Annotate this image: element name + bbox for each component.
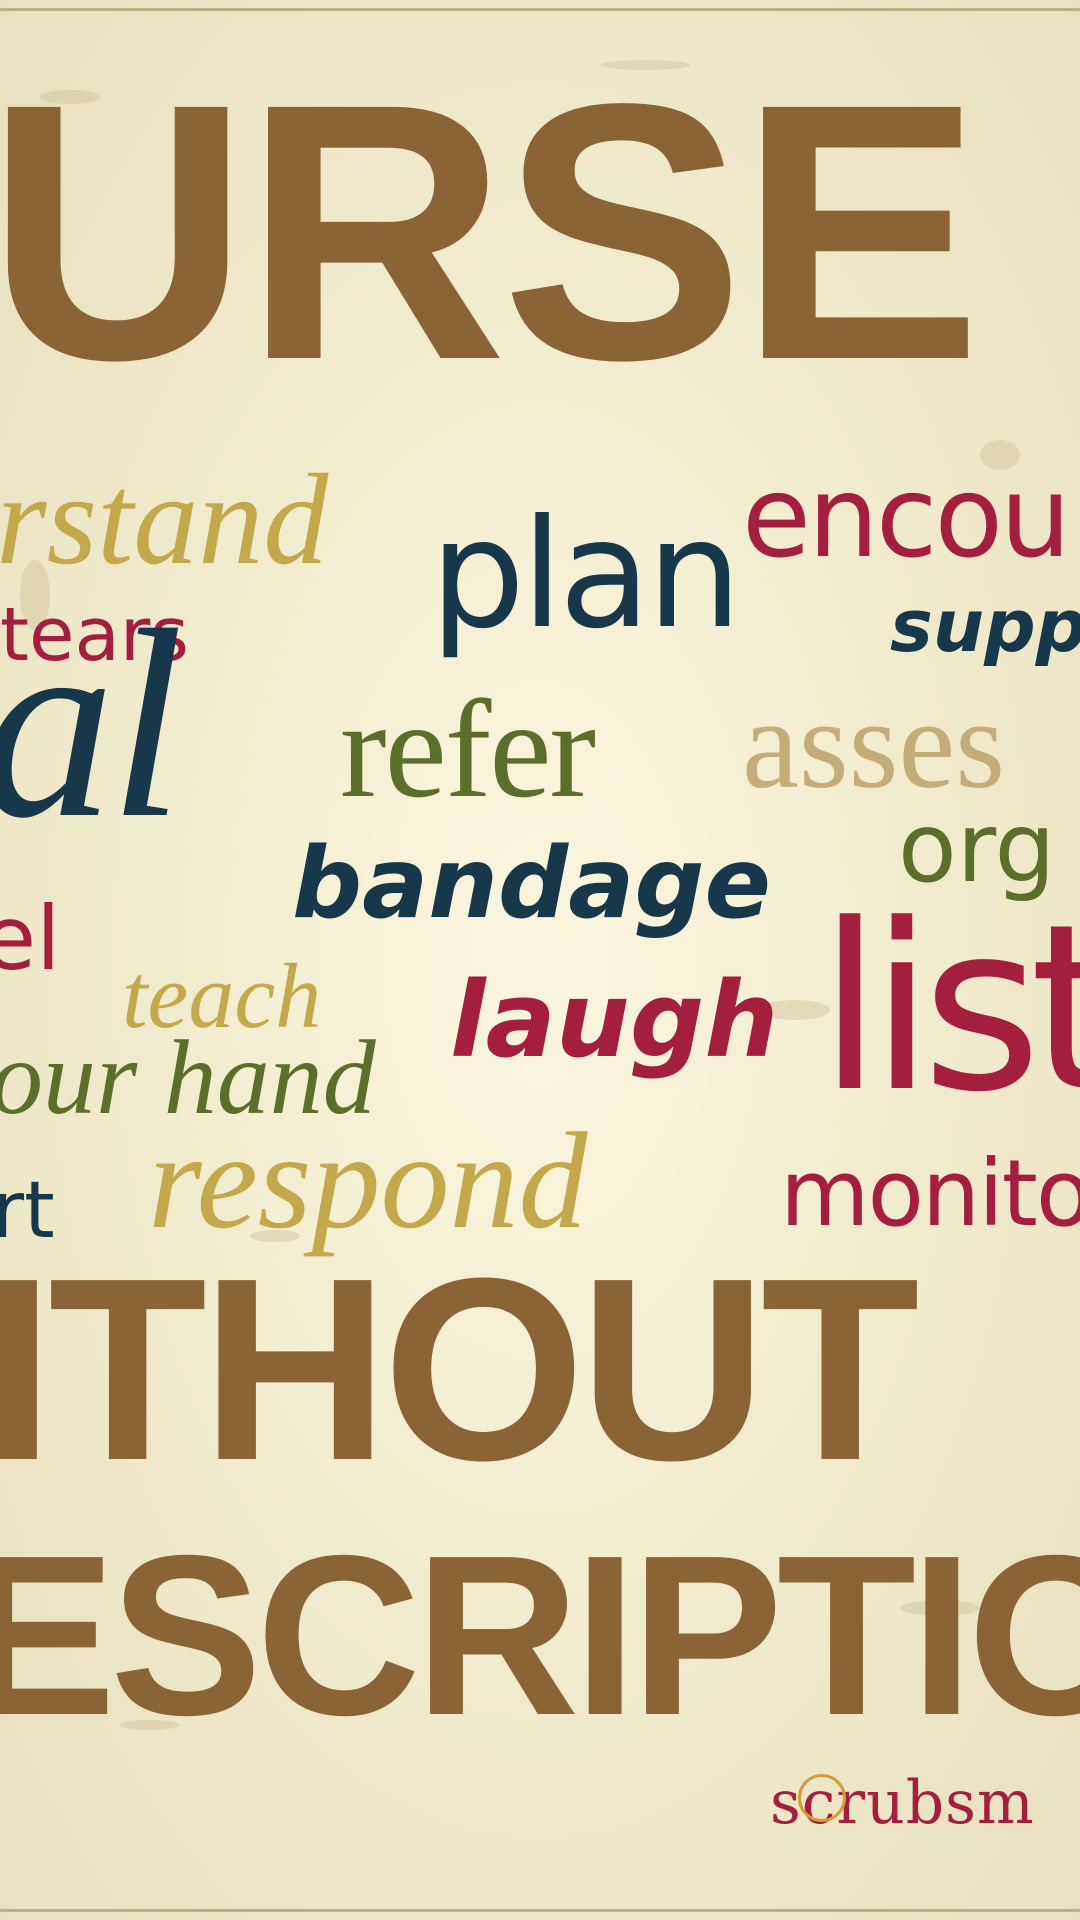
logo-letter-s: s (770, 1768, 802, 1838)
word-comfort: rt (0, 1166, 55, 1256)
word-assess: asses (742, 673, 1006, 815)
top-border (0, 8, 1080, 11)
texture-speck (600, 60, 690, 70)
word-encourage: encou (742, 453, 1071, 583)
texture-speck (980, 440, 1020, 470)
word-support: supp (890, 584, 1080, 668)
word-teach: teach (122, 945, 322, 1047)
headline-bottom: ESCRIPTIO (0, 1509, 1080, 1763)
headline-middle: ITHOUT (0, 1225, 920, 1515)
word-feel: el (0, 887, 61, 990)
word-organize: org (898, 792, 1056, 904)
word-listen: list (818, 876, 1080, 1143)
texture-speck (120, 1720, 180, 1730)
word-understand: rstand (0, 448, 329, 592)
scrubs-logo: scrubsm (770, 1768, 1035, 1838)
word-plan: plan (430, 488, 742, 662)
texture-speck (900, 1600, 980, 1616)
texture-speck (20, 560, 50, 630)
word-tears: tears (0, 592, 189, 678)
logo-rest: rubsm (836, 1768, 1035, 1838)
word-monitor: monito (780, 1140, 1080, 1247)
word-laugh: laugh (450, 959, 779, 1081)
word-hold-your-hand: our hand (0, 1019, 376, 1136)
word-bandage: bandage (292, 827, 771, 941)
logo-letter-c: c (797, 1768, 846, 1838)
headline-top: URSE (0, 29, 982, 436)
bottom-border (0, 1909, 1080, 1912)
word-respond: respond (148, 1104, 588, 1257)
texture-speck (760, 1000, 830, 1020)
word-heal: al (0, 575, 184, 874)
texture-speck (40, 90, 100, 104)
texture-speck (250, 1230, 300, 1242)
word-refer: refer (340, 672, 596, 827)
